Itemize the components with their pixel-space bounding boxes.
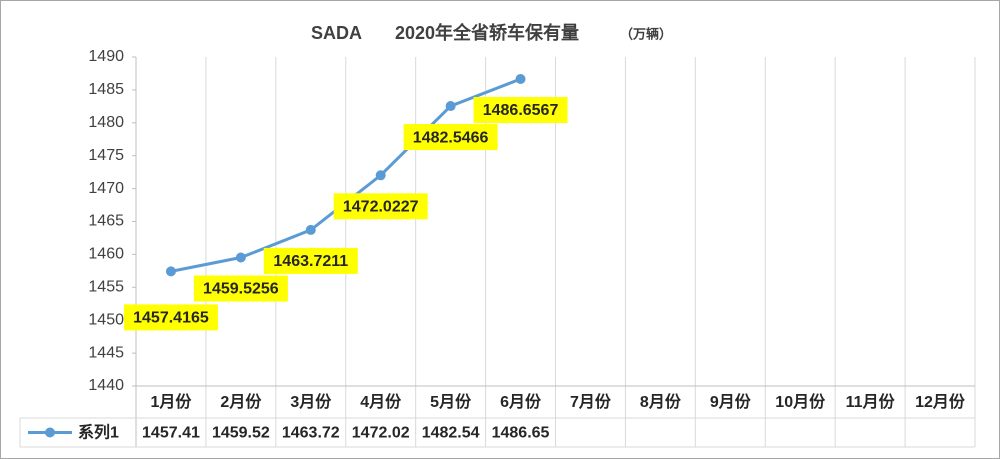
unit-label: （万辆） [620,26,672,41]
value-label: 1457.4165 [133,310,209,327]
value-label: 1463.7211 [273,253,348,270]
x-tick-label: 6月份 [500,392,542,411]
marker [305,224,316,235]
marker [515,73,526,84]
x-tick-label: 11月份 [846,392,896,411]
table-value: 1486.65 [492,425,550,442]
table-value: 1472.02 [352,425,410,442]
table-value: 1459.52 [212,425,270,442]
x-tick-label: 12月份 [915,392,966,411]
x-tick-label: 3月份 [290,392,332,411]
y-tick-label: 1465 [88,213,124,230]
value-label: 1482.5466 [413,129,489,146]
x-tick-label: 2月份 [220,392,262,411]
y-tick-label: 1440 [88,377,124,394]
x-tick-label: 9月份 [710,392,752,411]
x-tick-label: 10月份 [775,392,826,411]
x-tick-label: 7月份 [570,392,612,411]
y-tick-label: 1470 [88,180,124,197]
x-tick-label: 1月份 [151,392,193,411]
y-tick-label: 1445 [88,344,124,361]
legend-marker [45,427,55,438]
legend-label: 系列1 [78,423,119,442]
value-label-box [403,124,498,151]
marker [375,170,386,181]
y-tick-label: 1450 [88,311,124,328]
x-tick-label: 8月份 [640,392,682,411]
value-label-box [333,193,428,220]
marker [235,252,246,263]
marker [445,101,456,112]
x-tick-label: 4月份 [360,392,402,411]
value-label-box [193,275,288,302]
value-label: 1486.6567 [483,102,559,119]
value-label: 1472.0227 [343,199,419,216]
table-value: 1463.72 [282,425,340,442]
y-tick-label: 1480 [88,114,124,131]
y-tick-label: 1460 [88,246,124,263]
x-tick-label: 5月份 [430,392,472,411]
chart-subtitle: 2020年全省轿车保有量 [395,22,579,43]
y-tick-label: 1485 [88,81,124,98]
marker [165,266,176,277]
table-value: 1482.54 [422,425,480,442]
value-label-box [123,304,218,331]
value-label: 1459.5256 [203,281,279,298]
y-tick-label: 1455 [88,279,124,296]
y-tick-label: 1475 [88,147,124,164]
chart-title: SADA [311,23,362,43]
y-tick-label: 1490 [88,48,124,65]
value-label-box [263,247,358,274]
table-value: 1457.41 [142,425,200,442]
value-label-box [473,96,568,123]
